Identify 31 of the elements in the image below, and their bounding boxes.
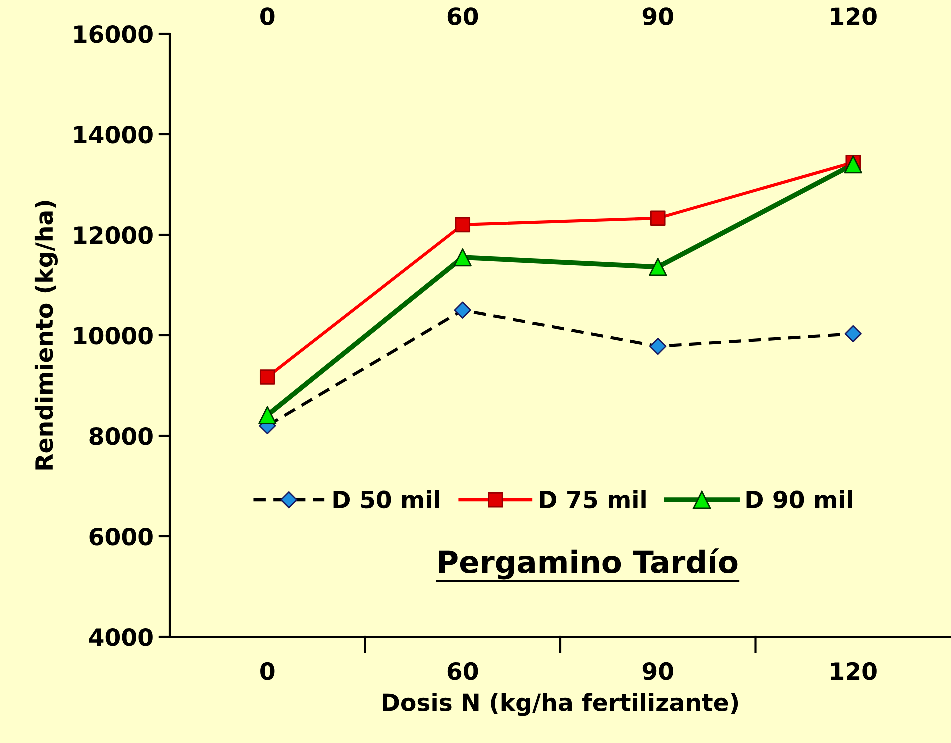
point	[650, 210, 666, 226]
text: Pergamino Tardío	[439, 548, 738, 580]
x-tick-label: 120	[831, 8, 877, 26]
y-tick-label: 4000	[89, 628, 153, 646]
point	[454, 302, 472, 319]
x-axis-title: Dosis N (kg/ha fertilizante)	[383, 693, 738, 716]
legend-label: D 75 mil	[540, 490, 646, 509]
x-tick-label: 90	[642, 8, 674, 26]
point	[649, 258, 668, 276]
y-tick-label: 10000	[74, 326, 153, 345]
x-tick-label: 0	[260, 8, 275, 26]
point	[454, 248, 472, 267]
legend-label: D 50 mil	[334, 490, 440, 509]
text: 90	[642, 662, 674, 680]
y-tick-label: 12000	[74, 226, 153, 244]
x-tick-label: 60	[448, 8, 478, 26]
y-tick-label: 16000	[74, 25, 153, 44]
y-tick-label: 8000	[90, 427, 153, 446]
point	[650, 338, 667, 356]
text: 120	[831, 662, 877, 680]
point	[455, 217, 471, 233]
point	[844, 325, 862, 343]
y-tick-label: 6000	[90, 528, 153, 546]
y-tick-label: 14000	[74, 126, 153, 144]
y-axis-title: Rendimiento (kg/ha)	[34, 201, 58, 470]
legend-label: D 90 mil	[746, 490, 852, 509]
point	[258, 406, 277, 424]
text: 0	[260, 662, 275, 680]
point	[260, 370, 276, 385]
point	[844, 156, 862, 174]
text: 60	[448, 662, 478, 680]
